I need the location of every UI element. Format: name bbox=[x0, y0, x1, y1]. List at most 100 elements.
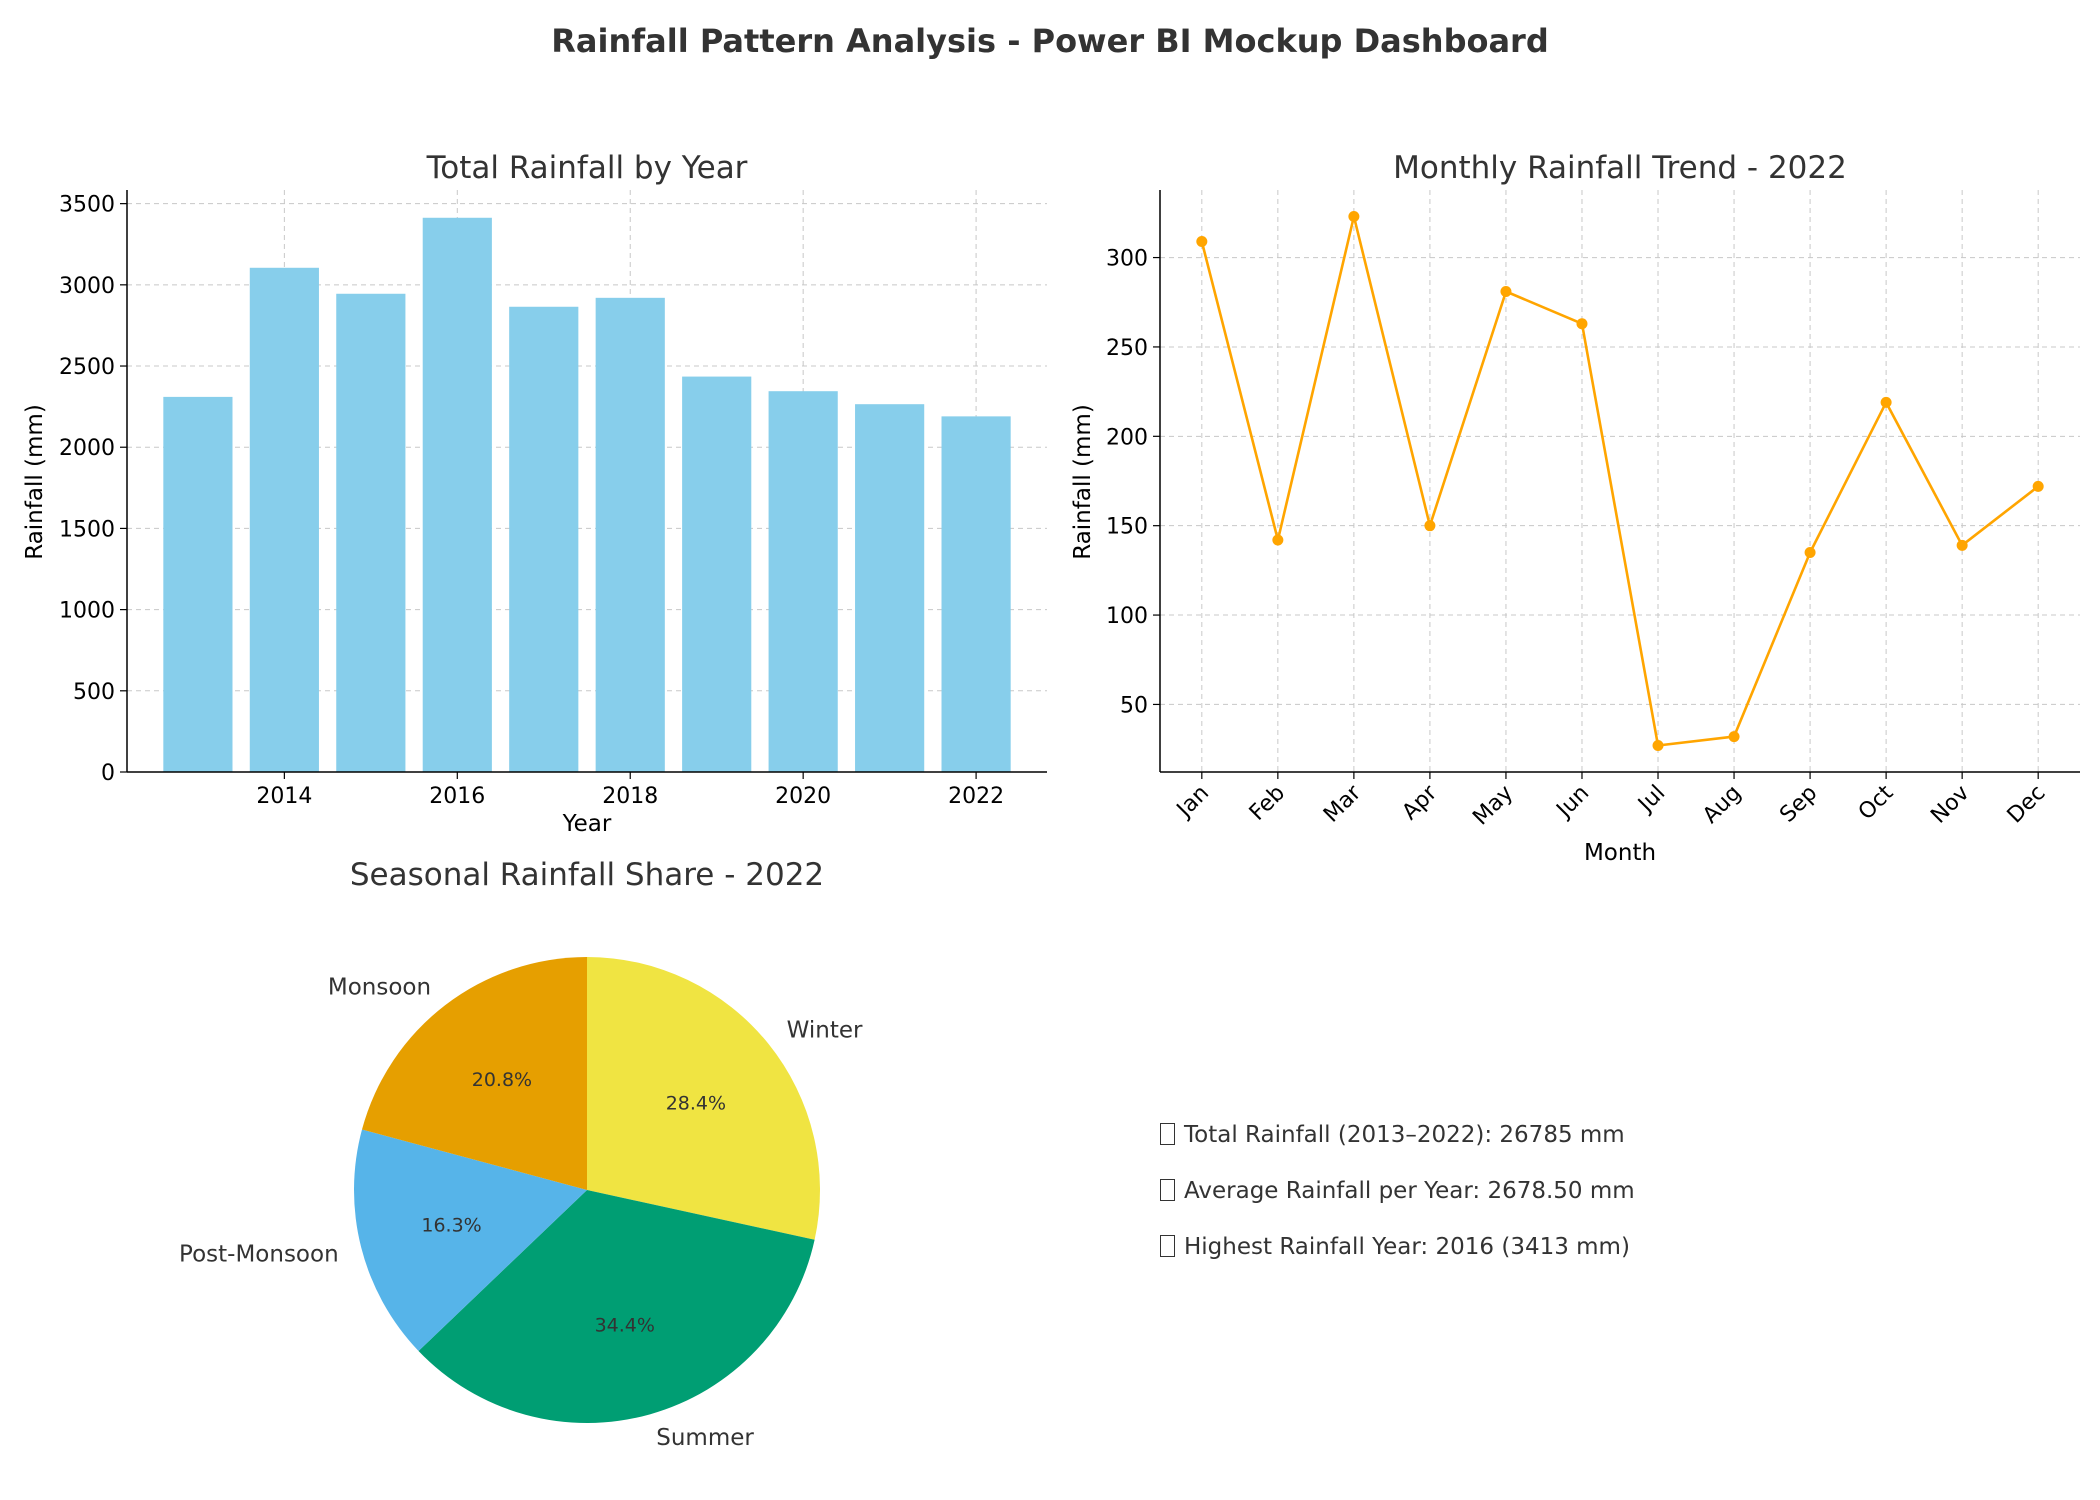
bar-2013 bbox=[163, 396, 233, 772]
kpi-total-rainfall: Total Rainfall (2013–2022): 26785 mm bbox=[1160, 1120, 2060, 1176]
pie-chart-title: Seasonal Rainfall Share - 2022 bbox=[350, 857, 824, 893]
dashboard-title: Rainfall Pattern Analysis - Power BI Moc… bbox=[551, 22, 1549, 60]
bar-2018 bbox=[595, 297, 665, 772]
line-xtick-label-Jan: Jan bbox=[1171, 781, 1214, 824]
bar-xtick-label-2016: 2016 bbox=[429, 784, 485, 809]
line-point-Sep bbox=[1804, 546, 1816, 558]
line-point-Jun bbox=[1576, 318, 1588, 330]
line-xtick-label-Oct: Oct bbox=[1854, 780, 1899, 825]
bar-xtick-label-2022: 2022 bbox=[948, 784, 1004, 809]
bar-chart-axes bbox=[126, 190, 1047, 773]
bar-ytick-label-1000: 1000 bbox=[59, 599, 115, 624]
bar-chart-y-label: Rainfall (mm) bbox=[22, 404, 48, 560]
pie-slice-summer bbox=[418, 1190, 815, 1423]
bar-ytick-label-3500: 3500 bbox=[59, 193, 115, 218]
line-chart-title: Monthly Rainfall Trend - 2022 bbox=[1393, 150, 1847, 186]
pie-slice-post-monsoon bbox=[354, 1129, 587, 1351]
line-chart-grid bbox=[1160, 190, 2080, 772]
bar-chart-x-label: Year bbox=[562, 811, 612, 837]
kpi-panel: Total Rainfall (2013–2022): 26785 mm Ave… bbox=[1160, 1120, 2060, 1288]
line-chart-x-label: Month bbox=[1584, 840, 1656, 866]
line-ytick-label-50: 50 bbox=[1120, 693, 1148, 718]
bar-xtick-label-2020: 2020 bbox=[775, 784, 831, 809]
bar-chart-bars bbox=[163, 217, 1011, 772]
pie-slice-monsoon bbox=[361, 957, 587, 1190]
pie-label-summer: Summer bbox=[656, 1425, 754, 1451]
line-point-Mar bbox=[1348, 210, 1360, 222]
bar-2019 bbox=[682, 376, 752, 772]
pie-pct-winter: 28.4% bbox=[666, 1092, 726, 1114]
kpi-average-rainfall-text: Average Rainfall per Year: 2678.50 mm bbox=[1184, 1178, 1635, 1204]
line-point-May bbox=[1500, 286, 1512, 298]
line-ytick-label-100: 100 bbox=[1106, 604, 1148, 629]
line-point-Dec bbox=[2032, 480, 2044, 492]
line-point-Oct bbox=[1880, 396, 1892, 408]
bar-chart-total-rainfall: Total Rainfall by Year 0 500 1000 1500 2000 2… bbox=[22, 150, 1047, 837]
bar-chart-title: Total Rainfall by Year bbox=[426, 150, 748, 186]
pie-pct-post-monsoon: 16.3% bbox=[421, 1215, 481, 1237]
bar-2016 bbox=[422, 217, 492, 772]
bar-xtick-label-2018: 2018 bbox=[602, 784, 658, 809]
line-chart-y-ticks: 50 100 150 200 250 300 bbox=[1106, 247, 1160, 718]
line-point-Apr bbox=[1424, 520, 1436, 532]
line-ytick-label-250: 250 bbox=[1106, 336, 1148, 361]
pie-pct-summer: 34.4% bbox=[595, 1315, 655, 1337]
line-xtick-label-Nov: Nov bbox=[1926, 781, 1974, 829]
bar-ytick-label-2000: 2000 bbox=[59, 436, 115, 461]
bar-2014 bbox=[249, 267, 319, 772]
bar-2021 bbox=[855, 404, 925, 772]
pie-chart-slices bbox=[354, 957, 820, 1423]
pie-chart-labels: Winter 28.4% Summer 34.4% Post-Monsoon 16.3% M… bbox=[179, 975, 863, 1451]
pie-chart-seasonal-share: Seasonal Rainfall Share - 2022 Winter 28.… bbox=[179, 857, 863, 1451]
pie-pct-monsoon: 20.8% bbox=[472, 1069, 532, 1091]
glyph-box-icon bbox=[1160, 1123, 1175, 1145]
pie-label-post-monsoon: Post-Monsoon bbox=[179, 1241, 339, 1267]
pie-label-monsoon: Monsoon bbox=[328, 975, 431, 1001]
bar-ytick-label-0: 0 bbox=[101, 761, 115, 786]
bar-ytick-label-3000: 3000 bbox=[59, 274, 115, 299]
line-xtick-label-Aug: Aug bbox=[1698, 781, 1746, 829]
line-ytick-label-200: 200 bbox=[1106, 425, 1148, 450]
glyph-box-icon bbox=[1160, 1235, 1175, 1257]
line-chart-x-ticks: Jan Feb Mar Apr May Jun Jul Aug Sep Oct Nov Dec bbox=[1171, 772, 2050, 830]
line-series-path bbox=[1200, 215, 2039, 747]
pie-label-winter: Winter bbox=[787, 1017, 863, 1043]
bar-chart-y-ticks: 0 500 1000 1500 2000 2500 3000 3500 bbox=[59, 193, 127, 786]
glyph-box-icon bbox=[1160, 1179, 1175, 1201]
bar-ytick-label-500: 500 bbox=[73, 680, 115, 705]
line-point-Feb bbox=[1272, 534, 1284, 546]
line-point-Aug bbox=[1728, 731, 1740, 743]
line-xtick-label-Feb: Feb bbox=[1245, 781, 1290, 826]
kpi-total-rainfall-text: Total Rainfall (2013–2022): 26785 mm bbox=[1184, 1122, 1625, 1148]
line-xtick-label-May: May bbox=[1468, 781, 1518, 831]
bar-ytick-label-1500: 1500 bbox=[59, 517, 115, 542]
bar-2015 bbox=[336, 293, 406, 772]
bar-ytick-label-2500: 2500 bbox=[59, 355, 115, 380]
line-point-Jul bbox=[1652, 740, 1664, 752]
kpi-highest-year-text: Highest Rainfall Year: 2016 (3413 mm) bbox=[1184, 1234, 1630, 1260]
line-xtick-label-Mar: Mar bbox=[1319, 780, 1367, 828]
line-chart-series bbox=[1196, 210, 2044, 752]
line-xtick-label-Dec: Dec bbox=[2003, 781, 2051, 829]
line-ytick-label-150: 150 bbox=[1106, 515, 1148, 540]
line-xtick-label-Jun: Jun bbox=[1551, 781, 1594, 824]
bar-2020 bbox=[768, 391, 838, 772]
line-ytick-label-300: 300 bbox=[1106, 247, 1148, 272]
line-xtick-label-Sep: Sep bbox=[1775, 781, 1822, 828]
line-xtick-label-Jul: Jul bbox=[1632, 781, 1670, 819]
line-xtick-label-Apr: Apr bbox=[1398, 780, 1443, 825]
bar-2017 bbox=[509, 306, 579, 772]
pie-slice-winter bbox=[587, 957, 820, 1240]
bar-2022 bbox=[941, 416, 1011, 772]
kpi-average-rainfall: Average Rainfall per Year: 2678.50 mm bbox=[1160, 1176, 2060, 1232]
line-chart-y-label: Rainfall (mm) bbox=[1070, 404, 1096, 560]
line-point-Nov bbox=[1956, 539, 1968, 551]
line-point-Jan bbox=[1196, 235, 1208, 247]
bar-xtick-label-2014: 2014 bbox=[256, 784, 312, 809]
line-chart-axes bbox=[1159, 190, 2080, 773]
bar-chart-x-ticks: 2014 2016 2018 2020 2022 bbox=[256, 772, 1004, 809]
kpi-highest-year: Highest Rainfall Year: 2016 (3413 mm) bbox=[1160, 1232, 2060, 1288]
line-chart-monthly-trend: Monthly Rainfall Trend - 2022 50 100 150 20… bbox=[1070, 150, 2080, 866]
